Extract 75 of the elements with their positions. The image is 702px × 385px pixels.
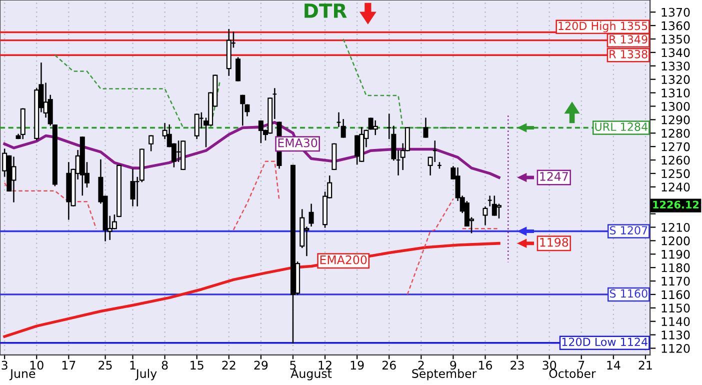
x-tick-label: 14 <box>607 360 620 370</box>
x-tick-label: 1 <box>130 360 136 370</box>
ref-line-label: R 1349 <box>610 35 648 44</box>
candlestick <box>482 206 488 226</box>
y-tick-label: 1240 <box>662 182 690 192</box>
candlestick <box>130 168 136 206</box>
chart-title: DTR <box>304 4 347 18</box>
ref-line-label: S 1207 <box>610 226 648 234</box>
x-tick-label: 10 <box>30 360 44 370</box>
y-tick-label: 1340 <box>662 48 690 58</box>
text: 1226.12 <box>653 200 699 209</box>
y-tick-label: 1120 <box>662 344 690 353</box>
ref-line-label: S 1160 <box>610 289 648 298</box>
y-tick-label: 1280 <box>662 128 690 138</box>
x-tick-label: 15 <box>190 360 204 370</box>
ref-line-label: URL 1284 <box>595 122 648 131</box>
x2-tick-label: August <box>290 369 332 380</box>
annotation: 1198 <box>540 238 568 247</box>
y-tick-label: 1190 <box>662 250 690 259</box>
x-tick-label: 2 <box>418 360 424 370</box>
candlestick <box>236 57 241 82</box>
x-tick-label: 16 <box>479 360 492 370</box>
x-tick-label: 19 <box>350 360 364 370</box>
x-tick-label: 7 <box>578 360 584 370</box>
candlestick <box>496 204 502 218</box>
y-tick-label: 1330 <box>662 62 690 71</box>
candlestick <box>194 114 200 140</box>
x-tick-label: 22 <box>222 360 236 370</box>
y-tick-label: 1170 <box>662 276 690 286</box>
y-tick-label: 1150 <box>662 304 690 313</box>
x-tick-label: 26 <box>382 360 396 370</box>
x-tick-label: 30 <box>542 360 556 370</box>
x-tick-label: 21 <box>638 360 652 370</box>
y-tick-label: 1300 <box>662 102 690 111</box>
line-series <box>3 120 500 179</box>
y-tick-label: 1270 <box>662 142 690 152</box>
x-tick-label: 12 <box>318 360 332 370</box>
x-tick-label: 17 <box>62 360 76 370</box>
y-tick-label: 1160 <box>662 290 690 300</box>
x-tick-label: 3 <box>2 360 8 370</box>
x-tick-label: 8 <box>162 360 168 370</box>
x2-tick-label: June <box>9 369 36 380</box>
candlestick <box>308 204 314 227</box>
x-tick-label: 25 <box>98 360 112 370</box>
ref-line-label: R 1338 <box>610 50 648 58</box>
y-tick-label: 1210 <box>662 222 690 232</box>
y-tick-label: 1310 <box>662 88 690 98</box>
x2-tick-label: October <box>549 368 596 378</box>
y-tick-label: 1180 <box>662 263 690 272</box>
y-tick-label: 1260 <box>662 156 690 165</box>
x-tick-label: 29 <box>254 360 268 370</box>
line-series <box>3 242 500 338</box>
y-tick-label: 1370 <box>662 8 690 17</box>
y-tick-label: 1140 <box>662 317 690 326</box>
x2-tick-label: September <box>412 368 477 380</box>
ref-line-label: 120D High 1355 <box>558 22 648 32</box>
candlestick <box>354 135 360 165</box>
annotation: 1247 <box>540 172 568 181</box>
candlestick <box>148 135 154 152</box>
y-tick-label: 1250 <box>662 169 690 178</box>
x2-tick-label: July <box>135 368 157 380</box>
annotation: EMA200 <box>320 255 367 264</box>
x-tick-label: 5 <box>290 360 296 370</box>
x-tick-label: 9 <box>450 360 456 370</box>
candlestick <box>423 118 428 138</box>
ref-line-label: 120D Low 1124 <box>562 338 648 346</box>
x-tick-label: 23 <box>510 360 524 370</box>
y-tick-label: 1290 <box>662 115 690 124</box>
candlestick <box>372 120 378 136</box>
y-tick-label: 1320 <box>662 75 690 84</box>
y-tick-label: 1200 <box>662 236 690 246</box>
y-tick-label: 1360 <box>662 21 690 30</box>
y-tick-label: 1130 <box>662 330 690 340</box>
candlestick <box>240 94 246 126</box>
y-tick-label: 1350 <box>662 34 690 44</box>
